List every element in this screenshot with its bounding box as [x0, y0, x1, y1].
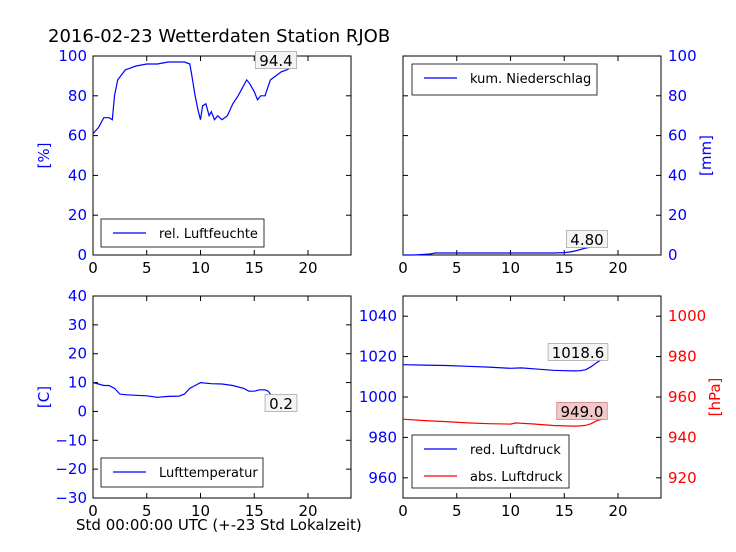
annotation-box	[556, 402, 608, 420]
legend-box	[411, 63, 598, 96]
series-line	[402, 358, 603, 372]
y-tick-label: 1040	[359, 307, 397, 325]
y-tick-label: 10	[68, 374, 87, 392]
x-tick-label: 5	[142, 502, 152, 520]
y-tick-label: 20	[68, 206, 87, 224]
x-tick-label: 5	[452, 502, 462, 520]
legend-label: kum. Niederschlag	[470, 72, 591, 87]
annotation-box	[264, 394, 298, 412]
y-tick-label: 100	[668, 47, 697, 65]
x-tick-label: 20	[608, 259, 627, 277]
annotation-label: 4.80	[570, 231, 603, 249]
y-tick-label: 960	[368, 469, 397, 487]
y-tick-label: 100	[58, 47, 87, 65]
y-tick-label: 20	[68, 345, 87, 363]
series-line	[92, 61, 293, 135]
y-tick-label: 40	[668, 166, 687, 184]
y-tick-label: 1020	[359, 348, 397, 366]
legend-label: rel. Luftfeuchte	[159, 227, 258, 242]
series-line	[402, 418, 603, 427]
x-tick-label: 15	[245, 259, 264, 277]
chart-panel-4: 0 5 10 15 20 960 980 1000 1020 1040 920 940 960 980 10…	[359, 295, 724, 520]
legend-label: red. Luftdruck	[470, 443, 561, 458]
y-tick-label: 20	[668, 206, 687, 224]
legend-label: Lufttemperatur	[159, 466, 258, 481]
y2-axis-label: [hPa]	[706, 378, 724, 417]
y-tick-label: 60	[68, 127, 87, 145]
legend-box	[411, 434, 570, 489]
y-tick-label: −10	[55, 431, 87, 449]
x-tick-label: 0	[398, 259, 408, 277]
series-line	[403, 244, 602, 256]
chart-panel-3: 0 5 10 15 20 −30 −20 −10 0 10 20 30 40 [C] Lufttempera…	[35, 287, 352, 520]
y-tick-label: 40	[68, 287, 87, 305]
y2-tick-label: 960	[668, 388, 697, 406]
chart-panel-2: 0 5 10 15 20 0 20 40 60 80 100 [mm] kum. Niederschla…	[398, 47, 715, 277]
y-tick-label: 980	[368, 428, 397, 446]
y-tick-label: 40	[68, 166, 87, 184]
y2-tick-label: 980	[668, 348, 697, 366]
y-tick-label: 1000	[359, 388, 397, 406]
annotation-label: 94.4	[259, 52, 292, 70]
y-axis-label: [%]	[35, 143, 53, 169]
x-tick-label: 0	[88, 259, 98, 277]
series-line	[92, 381, 276, 406]
y-tick-label: 0	[668, 246, 678, 264]
x-tick-label: 0	[88, 502, 98, 520]
x-tick-label: 20	[298, 502, 317, 520]
x-tick-label: 5	[452, 259, 462, 277]
y-tick-label: −20	[55, 460, 87, 478]
x-tick-label: 5	[142, 259, 152, 277]
annotation-box	[254, 51, 297, 69]
plot-frame	[92, 295, 352, 499]
annotation-label: 949.0	[561, 403, 604, 421]
y-tick-label: 60	[668, 127, 687, 145]
x-tick-label: 10	[501, 259, 520, 277]
y-tick-label: 80	[68, 87, 87, 105]
annotation-box	[566, 230, 609, 248]
x-tick-label: 10	[191, 502, 210, 520]
y2-tick-label: 940	[668, 428, 697, 446]
y-tick-label: −30	[55, 489, 87, 507]
legend-label: abs. Luftdruck	[470, 470, 563, 485]
annotation-label: 1018.6	[552, 344, 605, 362]
x-tick-label: 20	[298, 259, 317, 277]
y-tick-label: 30	[68, 316, 87, 334]
x-tick-label: 15	[555, 259, 574, 277]
y-tick-label: 0	[77, 402, 87, 420]
figure-title: 2016-02-23 Wetterdaten Station RJOB	[48, 26, 391, 47]
y-tick-label: 0	[77, 246, 87, 264]
x-tick-label: 20	[608, 502, 627, 520]
annotation-box	[547, 343, 609, 361]
x-tick-label: 10	[191, 259, 210, 277]
plot-frame	[402, 55, 662, 256]
plot-frame	[92, 55, 352, 256]
y2-tick-label: 1000	[668, 307, 706, 325]
x-tick-label: 0	[398, 502, 408, 520]
x-tick-label: 15	[555, 502, 574, 520]
y2-tick-label: 920	[668, 469, 697, 487]
x-tick-label: 15	[245, 502, 264, 520]
y-axis-label: [mm]	[697, 135, 715, 176]
x-axis-label: Std 00:00:00 UTC (+-23 Std Lokalzeit)	[76, 516, 362, 534]
annotation-label: 0.2	[269, 395, 293, 413]
x-tick-label: 10	[501, 502, 520, 520]
y-axis-label: [C]	[35, 386, 53, 408]
chart-panel-1: 0 5 10 15 20 0 20 40 60 80 100 [%] rel. Luftfeuchte 9…	[35, 47, 352, 277]
y-tick-label: 80	[668, 87, 687, 105]
